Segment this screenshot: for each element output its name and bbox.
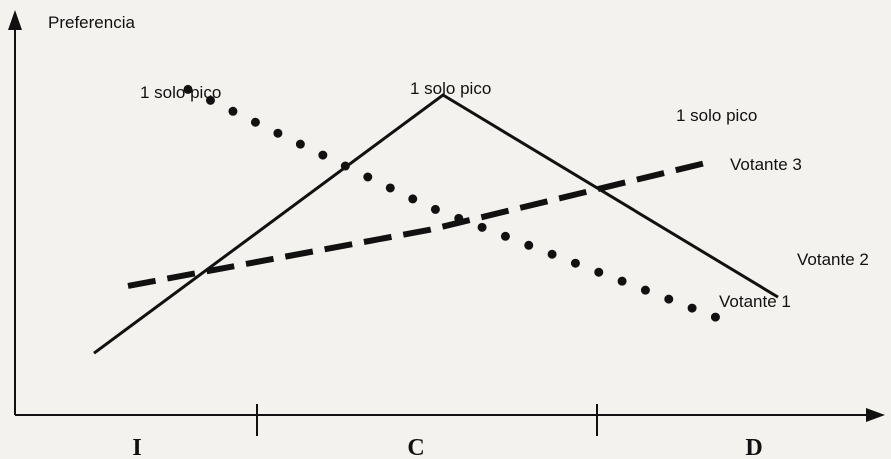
x-tick-label-d: D xyxy=(745,435,762,459)
series-label-votante-2: Votante 2 xyxy=(797,250,869,269)
annotation-votante-1-peak: 1 solo pico xyxy=(140,83,221,102)
series-line-votante-2 xyxy=(93,93,779,355)
series-line-votante-1 xyxy=(183,84,727,325)
series-label-votante-3: Votante 3 xyxy=(730,155,802,174)
series-label-votante-1: Votante 1 xyxy=(719,292,791,311)
annotation-votante-3-peak: 1 solo pico xyxy=(676,106,757,125)
x-tick-label-c: C xyxy=(407,435,424,459)
series-line-votante-3 xyxy=(127,159,709,289)
annotation-votante-2-peak: 1 solo pico xyxy=(410,79,491,98)
x-tick-label-i: I xyxy=(132,435,141,459)
y-axis-arrow xyxy=(8,10,22,30)
y-axis-label: Preferencia xyxy=(48,13,135,32)
x-axis-arrow xyxy=(866,408,885,422)
